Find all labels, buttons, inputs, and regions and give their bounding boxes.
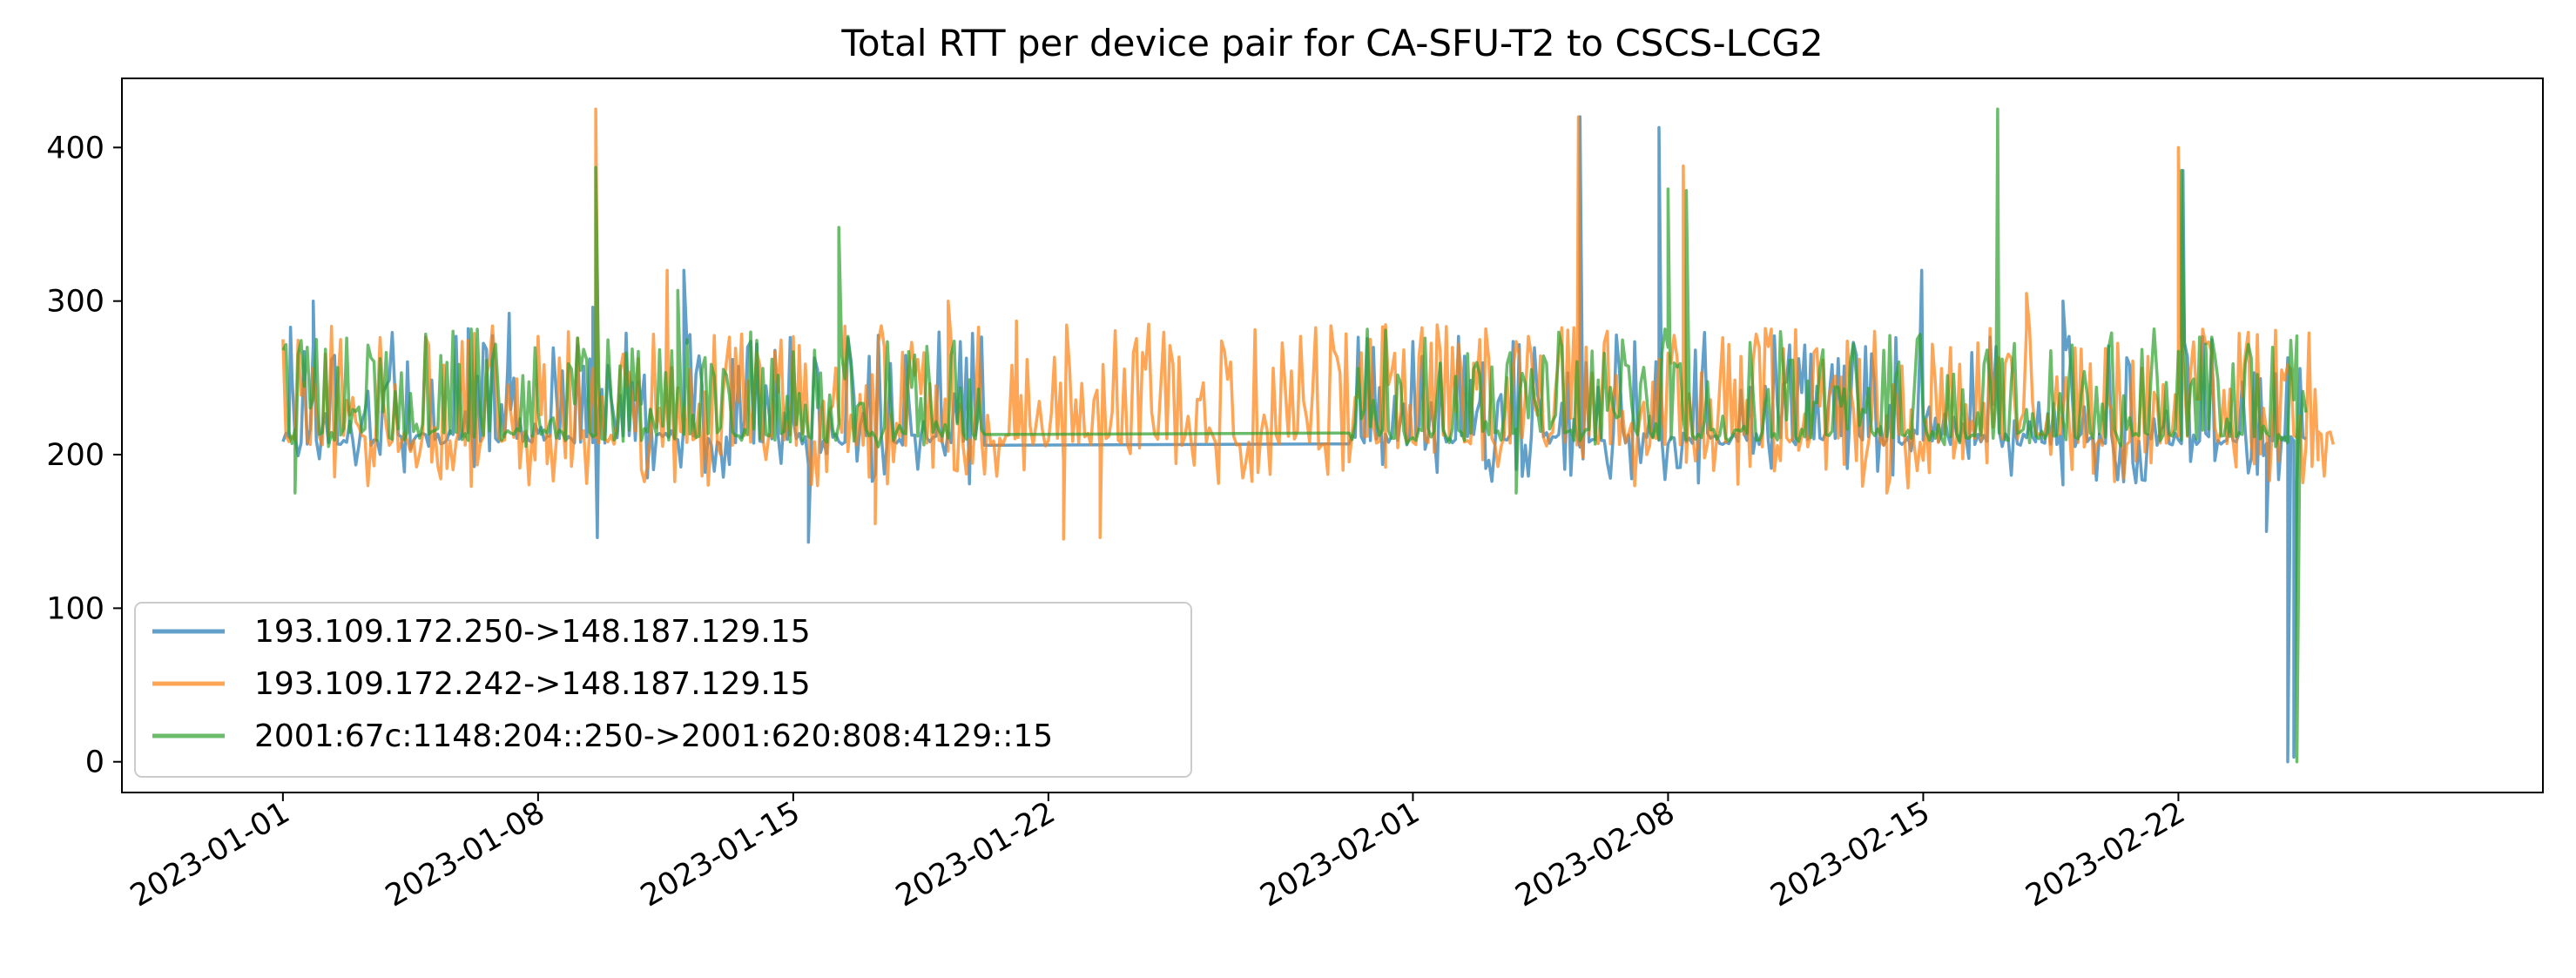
- y-tick-label: 200: [46, 438, 105, 473]
- series-line-3: [281, 107, 2308, 764]
- y-axis: 0 100 200 300 400: [46, 131, 122, 780]
- y-tick-label: 0: [85, 745, 105, 780]
- legend-label-3: 2001:67c:1148:204::250->2001:620:808:412…: [254, 718, 1053, 754]
- y-tick-label: 400: [46, 131, 105, 165]
- y-tick-label: 300: [46, 285, 105, 320]
- legend-label-1: 193.109.172.250->148.187.129.15: [254, 614, 811, 650]
- legend-label-2: 193.109.172.242->148.187.129.15: [254, 666, 811, 702]
- series-layer: [281, 107, 2335, 764]
- chart-title: Total RTT per device pair for CA-SFU-T2 …: [840, 22, 1823, 64]
- y-tick-label: 100: [46, 591, 105, 626]
- legend-box: [134, 602, 1192, 778]
- plot-frame: [121, 78, 2544, 793]
- legend: 193.109.172.250->148.187.129.15 193.109.1…: [134, 602, 1192, 778]
